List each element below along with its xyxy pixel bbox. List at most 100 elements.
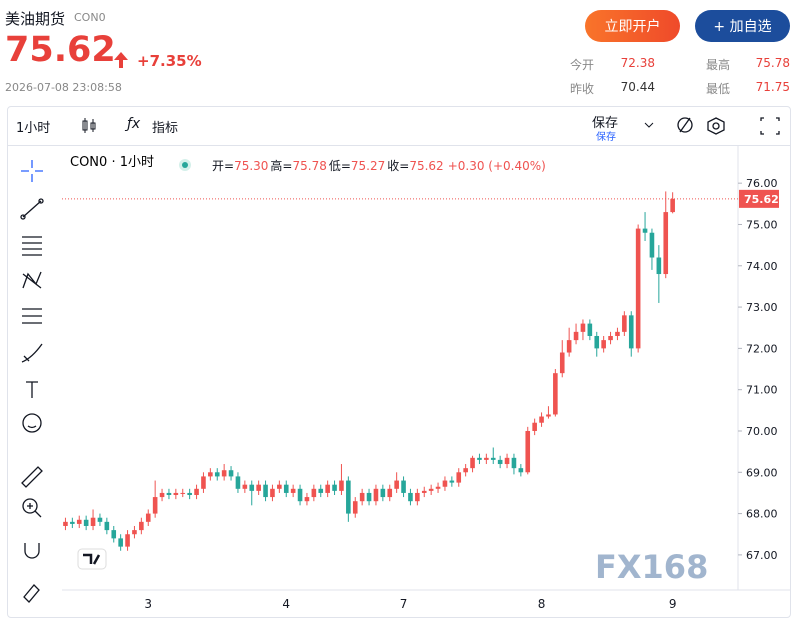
candle-body xyxy=(283,484,289,493)
legend-label: 高= xyxy=(270,158,292,173)
stat-label: 最低 xyxy=(706,82,731,96)
candle-body xyxy=(132,530,137,535)
change: +7.35% xyxy=(137,52,202,70)
stat-value: 72.38 xyxy=(620,56,655,70)
candle-body xyxy=(152,497,158,514)
y-tick-label: 76.00 xyxy=(746,177,778,190)
fx-icon[interactable]: ƒx xyxy=(127,116,141,132)
legend-change: +0.30 (+0.40%) xyxy=(448,159,546,173)
candle-body xyxy=(318,488,324,493)
legend-label: 收= xyxy=(387,159,409,173)
price: 75.62 xyxy=(5,30,116,70)
candle-body xyxy=(490,457,496,460)
candle-body xyxy=(553,373,558,415)
candle-body xyxy=(63,521,68,526)
save[interactable]: 保存 xyxy=(592,116,619,131)
stat-label: 最高 xyxy=(706,58,731,72)
candle-body xyxy=(380,488,386,498)
x-tick-label: 3 xyxy=(144,597,152,611)
stat-value: 70.44 xyxy=(620,80,655,94)
toolbar-icons xyxy=(644,117,780,135)
candle-body xyxy=(394,480,399,489)
stat-label: 昨收 xyxy=(570,82,595,96)
candle-body xyxy=(566,340,572,353)
candle-body xyxy=(187,492,192,496)
indicators[interactable]: 指标 xyxy=(152,121,179,136)
candle-icon[interactable] xyxy=(80,116,98,136)
tv-logo-mark xyxy=(83,553,101,565)
x-tick-label: 8 xyxy=(538,597,546,611)
candle-body xyxy=(111,530,117,539)
watchlist-button[interactable]: + 加自选 xyxy=(695,10,790,42)
candle-body xyxy=(421,490,427,493)
candle-body xyxy=(173,492,179,496)
candle-body xyxy=(208,472,213,477)
candle-body xyxy=(104,521,110,531)
save-status: 保存 xyxy=(596,132,616,143)
candle-body xyxy=(125,534,130,547)
y-tick-label: 75.00 xyxy=(746,218,778,231)
status-dot xyxy=(182,162,188,168)
candle-body xyxy=(332,484,337,491)
candle-body xyxy=(352,501,358,514)
candle-body xyxy=(277,484,282,489)
candle-body xyxy=(90,517,96,526)
candle-body xyxy=(311,488,317,498)
legend-value: 75.27 xyxy=(351,159,385,173)
candle-body xyxy=(70,521,75,524)
chart: CON0 · 1小时 FX168 开= 75.30 高= 75.78 低= 75.27 收=… xyxy=(62,146,790,611)
candle-body xyxy=(325,484,330,493)
open-account-button[interactable]: 立即开户 xyxy=(585,10,680,42)
candle-body xyxy=(663,212,669,275)
y-tick-label: 69.00 xyxy=(746,466,778,479)
candle-body xyxy=(242,484,248,489)
code: CON0 xyxy=(74,11,106,24)
stat-label: 今开 xyxy=(570,58,595,72)
candle-body xyxy=(387,488,393,498)
candle-body xyxy=(366,492,372,502)
interval[interactable]: 1小时 xyxy=(16,121,51,136)
candle-body xyxy=(415,492,420,502)
chart-frame xyxy=(7,106,791,618)
candle-body xyxy=(449,480,455,483)
candle-body xyxy=(525,430,531,473)
candle-body xyxy=(477,457,482,460)
toolbar-divider xyxy=(8,145,790,146)
legend-value: 75.30 xyxy=(234,159,268,173)
legend-value: 75.78 xyxy=(292,159,326,173)
last-price-label: 75.62 xyxy=(744,193,779,206)
candle-body xyxy=(159,492,165,498)
candle-body xyxy=(642,228,648,233)
candle-body xyxy=(256,484,261,491)
drawing-tools xyxy=(20,160,44,603)
title: 美油期货 xyxy=(5,10,66,28)
candle-body xyxy=(497,459,503,465)
candle-body xyxy=(145,513,151,522)
candle-body xyxy=(573,331,579,341)
y-tick-label: 70.00 xyxy=(746,425,778,438)
candle-body xyxy=(194,488,199,496)
candle-body xyxy=(249,484,255,491)
candle-body xyxy=(401,480,406,493)
y-tick-label: 68.00 xyxy=(746,508,778,521)
candle-body xyxy=(339,480,344,491)
candle-body xyxy=(649,232,655,258)
candle-body xyxy=(290,488,296,493)
candle-body xyxy=(587,323,593,336)
candle-body xyxy=(539,416,544,423)
candle-body xyxy=(456,472,462,483)
candle-body xyxy=(670,198,675,213)
candle-body xyxy=(235,476,241,489)
up-arrow xyxy=(114,52,128,68)
candle-body xyxy=(180,492,186,494)
y-tick-label: 74.00 xyxy=(746,260,778,273)
y-tick-label: 73.00 xyxy=(746,301,778,314)
candle-body xyxy=(346,480,351,514)
candle-body xyxy=(518,468,524,473)
time: 2026-07-08 23:08:58 xyxy=(5,81,122,94)
candle-body xyxy=(118,538,123,547)
candle-body xyxy=(221,470,227,477)
candle-body xyxy=(463,468,468,473)
candle-body xyxy=(484,457,489,460)
